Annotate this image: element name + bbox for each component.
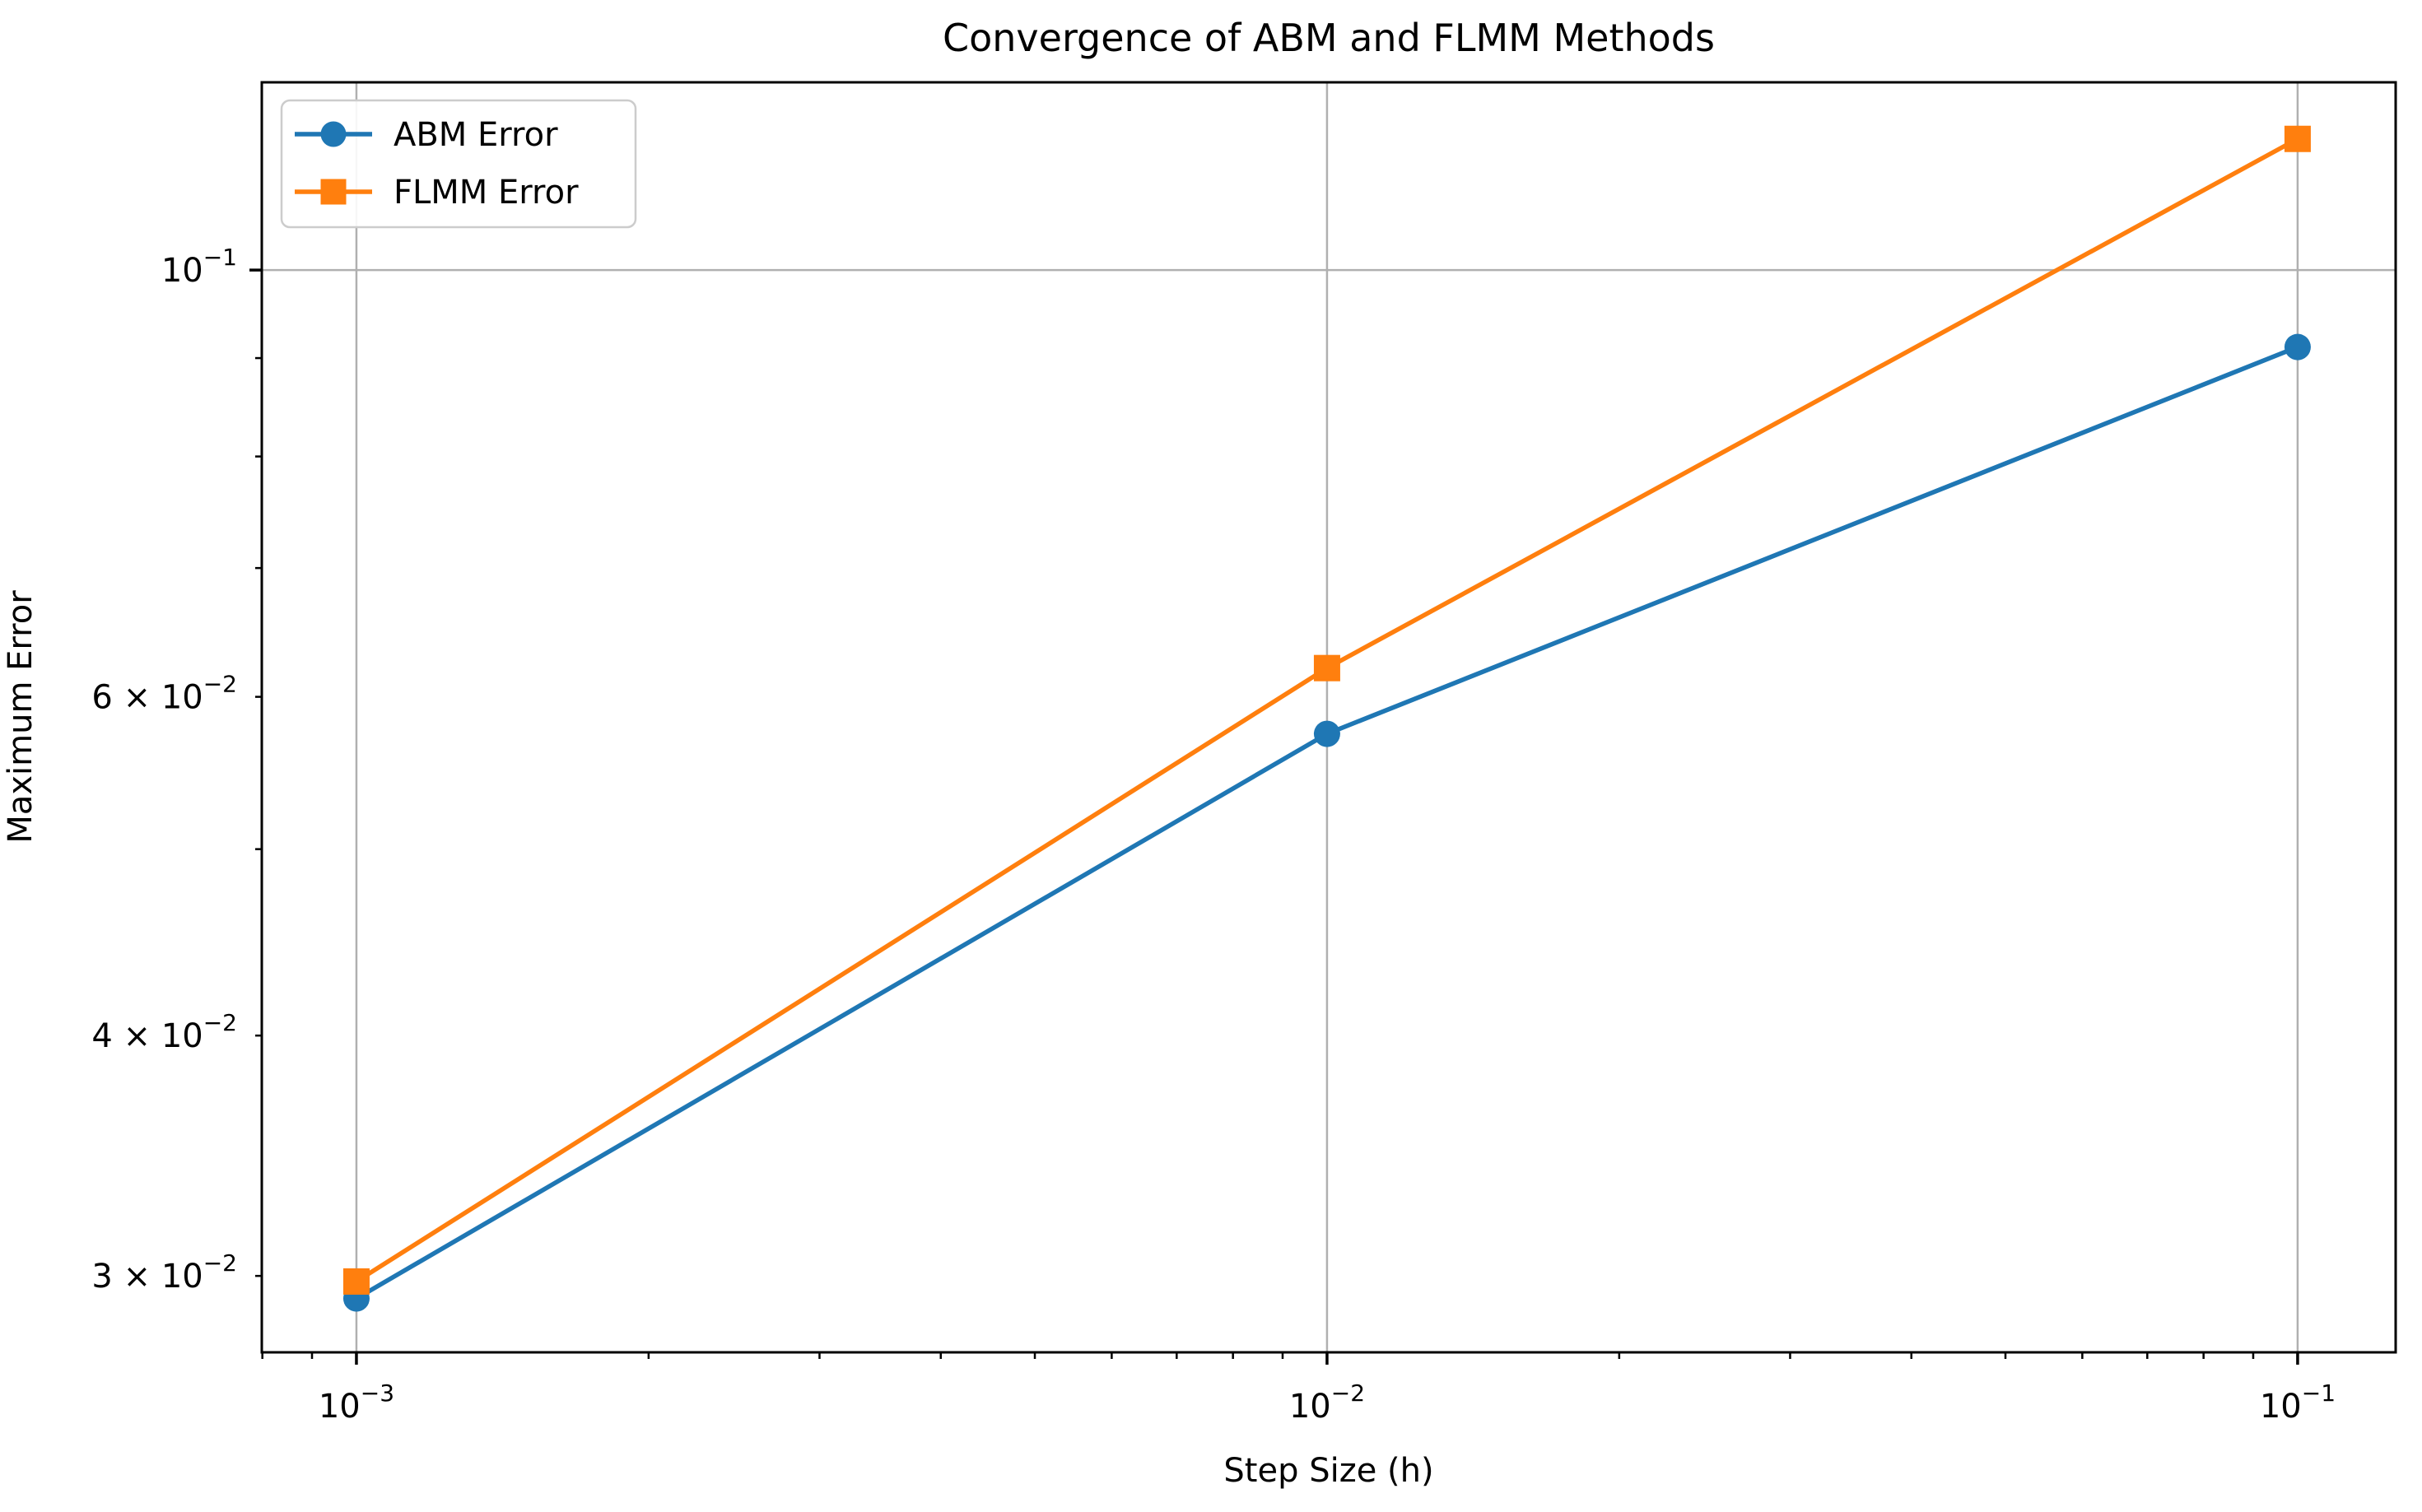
series-layer (342, 125, 2311, 1312)
axes-spines (260, 81, 2397, 1354)
legend-label-abm: ABM Error (394, 116, 558, 154)
legend-item-flmm: FLMM Error (295, 174, 579, 212)
x-tick-label: 10−1 (2260, 1379, 2336, 1426)
flmm-legend-marker-icon (320, 179, 347, 205)
tick-layer: 10−3 10−2 10−1 10−1 3 × 10−2 4 × 10−2 6 × 10−2 (91, 244, 2336, 1426)
abm-legend-marker-icon (320, 121, 347, 147)
abm-data-point (1313, 720, 1340, 747)
abm-data-point (2284, 333, 2311, 361)
legend-item-abm: ABM Error (295, 116, 558, 154)
chart-title: Convergence of ABM and FLMM Methods (943, 16, 1715, 60)
legend: ABM Error FLMM Error (280, 99, 637, 229)
legend-label-flmm: FLMM Error (394, 174, 579, 212)
flmm-data-point (2284, 125, 2311, 152)
flmm-data-point (342, 1268, 370, 1295)
x-axis-label: Step Size (h) (1223, 1452, 1433, 1490)
y-tick-label: 6 × 10−2 (91, 671, 237, 717)
grid-layer (262, 82, 2396, 1352)
x-tick-label: 10−2 (1289, 1379, 1365, 1426)
y-tick-label: 10−1 (161, 244, 237, 290)
y-tick-label: 3 × 10−2 (91, 1249, 237, 1296)
x-tick-label: 10−3 (319, 1379, 394, 1426)
flmm-data-point (1313, 654, 1340, 682)
y-axis-label: Maximum Error (2, 590, 40, 844)
y-tick-label: 4 × 10−2 (91, 1009, 237, 1055)
